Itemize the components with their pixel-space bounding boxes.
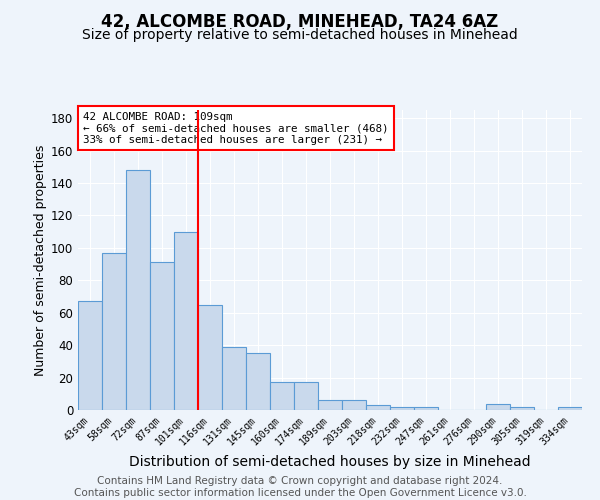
Bar [78, 302, 102, 410]
Bar [174, 232, 198, 410]
Bar [126, 170, 150, 410]
Bar [390, 407, 414, 410]
Bar [318, 400, 342, 410]
Text: 42 ALCOMBE ROAD: 109sqm
← 66% of semi-detached houses are smaller (468)
33% of s: 42 ALCOMBE ROAD: 109sqm ← 66% of semi-de… [83, 112, 389, 144]
Bar [510, 407, 534, 410]
Bar [294, 382, 318, 410]
Text: 42, ALCOMBE ROAD, MINEHEAD, TA24 6AZ: 42, ALCOMBE ROAD, MINEHEAD, TA24 6AZ [101, 12, 499, 30]
Bar [222, 347, 246, 410]
Bar [558, 407, 582, 410]
Bar [342, 400, 366, 410]
Y-axis label: Number of semi-detached properties: Number of semi-detached properties [34, 144, 47, 376]
Bar [414, 407, 438, 410]
X-axis label: Distribution of semi-detached houses by size in Minehead: Distribution of semi-detached houses by … [129, 455, 531, 469]
Bar [246, 353, 270, 410]
Bar [102, 252, 126, 410]
Bar [198, 304, 222, 410]
Bar [486, 404, 510, 410]
Text: Size of property relative to semi-detached houses in Minehead: Size of property relative to semi-detach… [82, 28, 518, 42]
Bar [270, 382, 294, 410]
Text: Contains HM Land Registry data © Crown copyright and database right 2024.
Contai: Contains HM Land Registry data © Crown c… [74, 476, 526, 498]
Bar [366, 405, 390, 410]
Bar [150, 262, 174, 410]
